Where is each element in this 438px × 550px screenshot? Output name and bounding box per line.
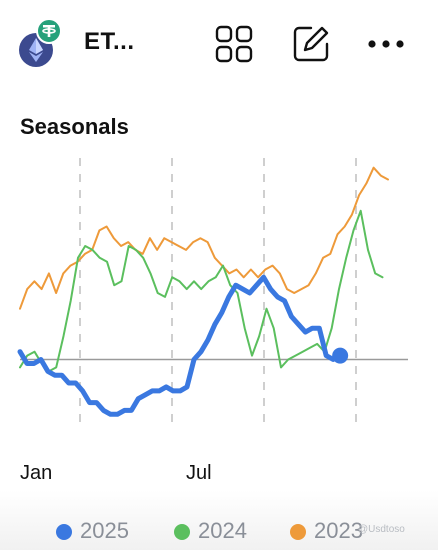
pair-title[interactable]: ET...: [84, 28, 135, 55]
legend-label-2023: 2023: [314, 518, 363, 543]
legend-dot-2024: [174, 524, 190, 540]
legend-label-2024: 2024: [198, 518, 247, 543]
legend-dot-2023: [290, 524, 306, 540]
watermark: @Usdtoso: [358, 524, 405, 535]
section-title: Seasonals: [20, 114, 129, 139]
x-tick-label-jul: Jul: [186, 462, 212, 484]
legend-dot-2025: [56, 524, 72, 540]
series-line-2025: [17, 274, 343, 417]
series-endpoint-2025: [332, 347, 349, 364]
legend-label-2025: 2025: [80, 518, 129, 543]
seasonals-chart[interactable]: [0, 150, 438, 450]
top-bar: ET...: [0, 0, 438, 90]
series-line-2023: [19, 166, 389, 310]
x-tick-label-jan: Jan: [20, 462, 53, 484]
edit-icon[interactable]: [291, 24, 331, 64]
tether-icon: [36, 18, 62, 44]
chart-legend: 2025 2024 2023: [0, 490, 438, 550]
more-icon[interactable]: [366, 24, 406, 64]
grid-icon[interactable]: [214, 24, 254, 64]
